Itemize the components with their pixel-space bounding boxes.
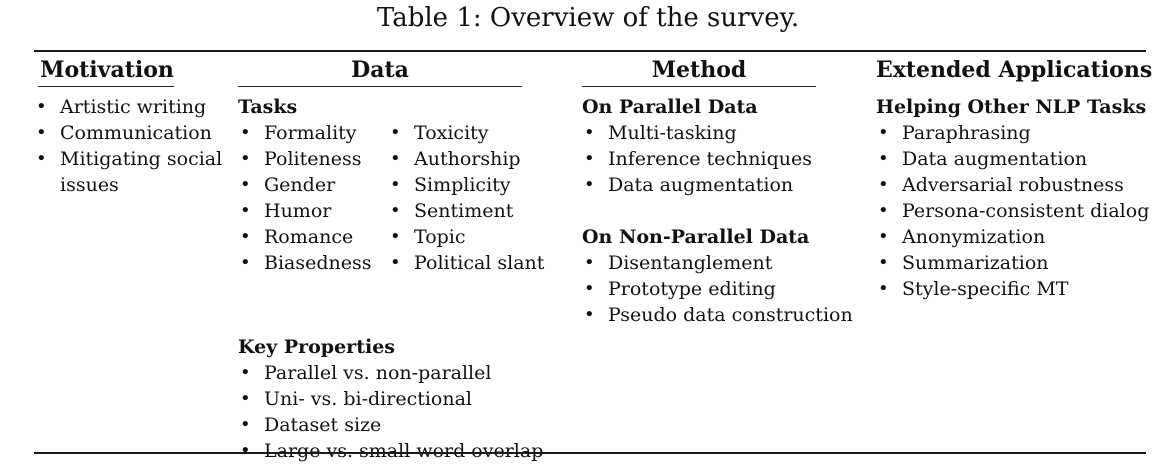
bullet-icon: • [390,226,401,247]
header-data-underline [238,86,522,87]
bullet-icon: • [240,148,251,169]
list-item: • Politeness [240,148,362,170]
method-column: On Parallel Data • Multi-tasking • Inferen… [582,94,862,328]
bullet-icon: • [36,148,47,169]
list-item: • Anonymization [878,226,1046,248]
header-motivation: Motivation [40,57,174,83]
list-item: • Romance [240,226,354,248]
bullet-icon: • [878,174,889,195]
bullet-icon: • [36,122,47,143]
motivation-column: • Artistic writing • Communication • Mitiga… [34,94,230,198]
bullet-icon: • [584,252,595,273]
bullet-icon: • [240,414,251,435]
list-item: • Style-specific MT [878,278,1069,300]
list-item: • Sentiment [390,200,514,222]
list-item: • Prototype editing [584,278,776,300]
list-item: • Mitigating social issues [36,148,223,196]
bullet-icon: • [878,252,889,273]
bullet-icon: • [878,200,889,221]
list-item: • Persona-consistent dialog [878,200,1150,222]
list-item: • Data augmentation [584,174,794,196]
bullet-icon: • [390,252,401,273]
bullet-icon: • [240,362,251,383]
list-item: • Political slant [390,252,545,274]
header-method-underline [582,86,816,87]
bullet-icon: • [878,148,889,169]
bullet-icon: • [240,226,251,247]
list-item: • Gender [240,174,336,196]
bullet-icon: • [240,388,251,409]
list-item: • Paraphrasing [878,122,1031,144]
list-item: • Adversarial robustness [878,174,1124,196]
header-data: Data [351,57,409,83]
list-item: • Authorship [390,148,521,170]
list-item: • Dataset size [240,414,382,436]
list-item: • Uni- vs. bi-directional [240,388,473,410]
applications-list: • Paraphrasing • Data augmentation • Advers… [876,120,1150,302]
tasks-title: Tasks [238,96,298,118]
tasks-list-left: • Formality • Politeness • Gender • Humor • R… [238,120,372,276]
bullet-icon: • [584,304,595,325]
list-item: • Inference techniques [584,148,812,170]
list-item: • Communication [36,122,212,144]
list-item: • Data augmentation [878,148,1088,170]
bullet-icon: • [240,122,251,143]
bottom-rule [34,452,1146,454]
key-properties-title: Key Properties [238,336,395,358]
list-item: • Pseudo data construction [584,304,853,326]
list-item: • Parallel vs. non-parallel [240,362,492,384]
list-item: • Disentanglement [584,252,773,274]
list-item: • Summarization [878,252,1049,274]
bullet-icon: • [584,148,595,169]
bullet-icon: • [390,200,401,221]
header-extended-applications: Extended Applications [876,57,1153,83]
non-parallel-data-title: On Non-Parallel Data [582,226,810,248]
bullet-icon: • [584,122,595,143]
data-column: Tasks • Formality • Politeness • Gender • Hu… [238,94,558,464]
top-rule [34,50,1146,52]
non-parallel-data-list: • Disentanglement • Prototype editing • Pse… [582,250,862,328]
list-item: • Formality [240,122,357,144]
bullet-icon: • [878,278,889,299]
bullet-icon: • [390,148,401,169]
bullet-icon: • [878,122,889,143]
bullet-icon: • [240,174,251,195]
bullet-icon: • [240,200,251,221]
bullet-icon: • [390,122,401,143]
header-method: Method [651,57,747,83]
bullet-icon: • [878,226,889,247]
tasks-list-right: • Toxicity • Authorship • Simplicity • Senti… [388,120,544,276]
list-item: • Biasedness [240,252,372,274]
bullet-icon: • [390,174,401,195]
list-item: • Topic [390,226,466,248]
helping-nlp-tasks-title: Helping Other NLP Tasks [876,96,1147,118]
table-caption: Table 1: Overview of the survey. [376,3,800,33]
key-properties-list: • Parallel vs. non-parallel • Uni- vs. bi-… [238,360,558,464]
header-motivation-underline [38,86,174,87]
bullet-icon: • [240,252,251,273]
parallel-data-list: • Multi-tasking • Inference techniques • Da… [582,120,862,198]
list-item: • Artistic writing [36,96,207,118]
bullet-icon: • [584,174,595,195]
list-item: • Humor [240,200,332,222]
parallel-data-title: On Parallel Data [582,96,758,118]
applications-column: Helping Other NLP Tasks • Paraphrasing • D… [876,94,1150,302]
list-item: • Large vs. small word overlap [240,440,544,462]
bullet-icon: • [240,440,251,461]
list-item: • Multi-tasking [584,122,737,144]
bullet-icon: • [584,278,595,299]
list-item: • Simplicity [390,174,511,196]
list-item: • Toxicity [390,122,489,144]
bullet-icon: • [36,96,47,117]
